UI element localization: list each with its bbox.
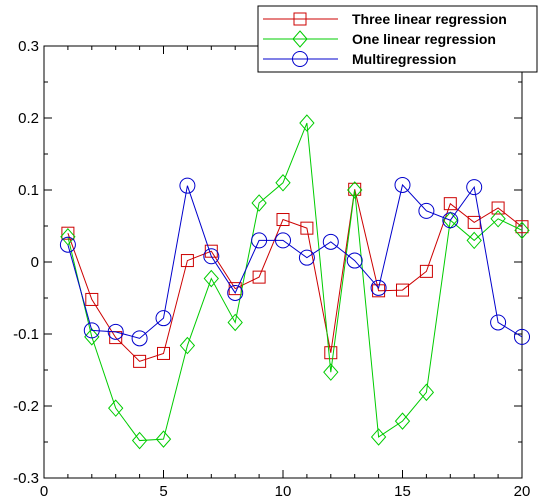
data-point xyxy=(251,232,268,249)
legend-label: One linear regression xyxy=(352,31,496,47)
data-point xyxy=(275,174,291,192)
data-point xyxy=(442,212,459,229)
data-point xyxy=(108,399,124,417)
data-point xyxy=(322,233,339,250)
legend-item: One linear regression xyxy=(263,30,496,48)
legend-label: Three linear regression xyxy=(352,11,507,27)
series-line xyxy=(67,189,523,362)
data-point xyxy=(251,194,267,212)
data-point xyxy=(514,221,530,240)
data-point xyxy=(252,270,266,284)
data-point xyxy=(419,264,433,278)
data-point xyxy=(155,310,172,327)
data-point xyxy=(394,412,411,430)
legend-item: Multiregression xyxy=(263,51,456,67)
data-point xyxy=(131,330,148,347)
series-line xyxy=(67,122,523,442)
data-point xyxy=(394,176,411,193)
legend-item: Three linear regression xyxy=(263,11,507,27)
data-point xyxy=(418,202,435,219)
data-point xyxy=(323,363,339,381)
x-tick-label: 15 xyxy=(394,483,411,500)
data-point xyxy=(515,220,529,234)
data-point xyxy=(490,314,507,331)
data-point xyxy=(276,213,290,227)
data-point xyxy=(347,181,363,199)
y-tick-label: -0.1 xyxy=(13,326,39,343)
data-point xyxy=(298,249,315,266)
data-point xyxy=(85,292,99,306)
y-tick-label: 0.1 xyxy=(18,182,39,199)
y-tick-label: 0.3 xyxy=(18,38,39,55)
x-tick-label: 20 xyxy=(514,483,531,500)
x-tick-label: 5 xyxy=(159,483,167,500)
data-point xyxy=(61,226,75,240)
data-point xyxy=(300,221,314,235)
data-point xyxy=(180,254,194,268)
data-point xyxy=(275,232,291,249)
x-tick-label: 0 xyxy=(40,483,48,500)
data-point xyxy=(396,283,409,297)
x-tick-label: 10 xyxy=(275,483,292,500)
data-point xyxy=(59,236,76,253)
data-point xyxy=(466,231,482,250)
data-point xyxy=(324,346,338,360)
legend: Three linear regression One linear regres… xyxy=(257,5,538,73)
data-point xyxy=(133,354,147,368)
legend-marker xyxy=(292,51,308,67)
y-tick-label: 0.2 xyxy=(18,110,39,127)
data-point xyxy=(131,431,148,450)
data-point xyxy=(179,177,196,194)
plot-area xyxy=(43,45,523,479)
data-point xyxy=(370,428,387,446)
y-tick-label: 0 xyxy=(31,254,39,271)
legend-marker xyxy=(292,30,308,48)
data-point xyxy=(491,201,505,215)
series-multiregression xyxy=(59,176,530,347)
series-layer xyxy=(59,114,530,450)
y-axis: -0.3 -0.2 -0.1 0 0.1 0.2 0.3 xyxy=(13,38,522,487)
data-point xyxy=(203,248,220,265)
data-point xyxy=(443,197,457,211)
data-point xyxy=(157,346,170,360)
data-point xyxy=(155,430,172,448)
data-point xyxy=(346,252,363,269)
data-point xyxy=(227,284,244,301)
data-point xyxy=(372,284,386,298)
legend-label: Multiregression xyxy=(352,51,456,67)
data-point xyxy=(203,269,219,288)
legend-marker xyxy=(293,12,307,26)
data-point xyxy=(299,114,315,132)
data-point xyxy=(466,179,483,196)
data-point xyxy=(418,383,435,402)
data-point xyxy=(84,328,100,346)
data-point xyxy=(490,210,506,228)
data-point xyxy=(370,279,387,296)
series-line xyxy=(67,183,523,339)
data-point xyxy=(514,328,530,345)
data-point xyxy=(107,323,124,340)
data-point xyxy=(227,313,243,332)
data-point xyxy=(179,336,196,355)
y-tick-label: -0.2 xyxy=(13,398,39,415)
series-one-linear-regression xyxy=(60,114,530,450)
data-point xyxy=(83,322,100,339)
y-tick-label: -0.3 xyxy=(13,470,39,487)
